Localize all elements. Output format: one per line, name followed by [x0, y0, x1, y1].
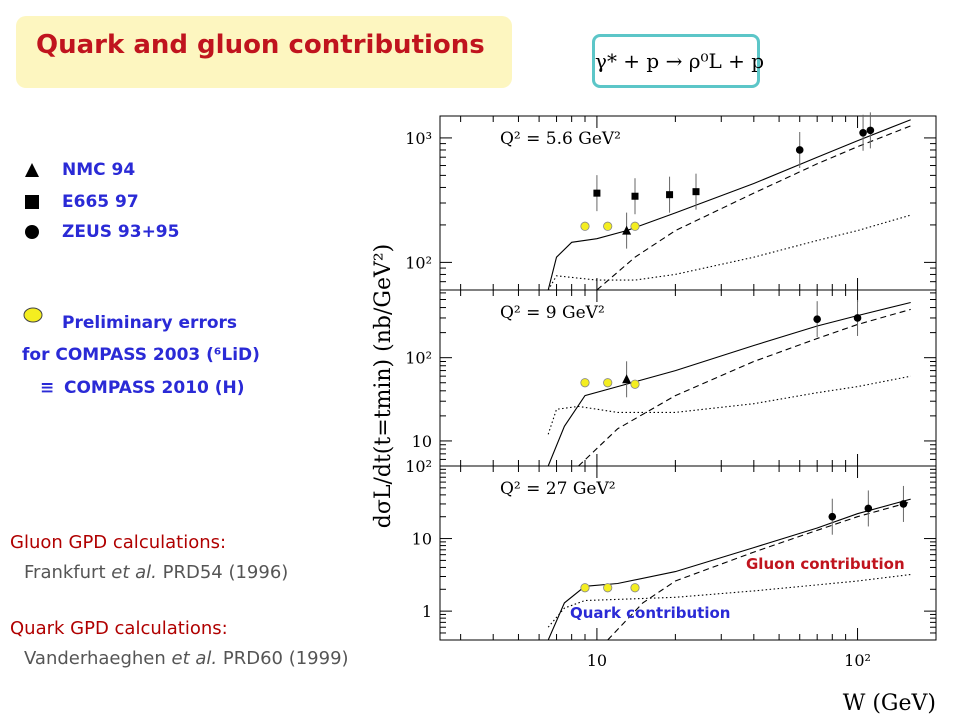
- gluon-calc-heading: Gluon GPD calculations:: [10, 532, 227, 553]
- nmc-data-point: [622, 225, 632, 235]
- e665-data-point: [593, 189, 601, 197]
- panel-frame: [439, 465, 937, 641]
- zeus-data-point: [866, 126, 875, 135]
- zeus-data-point: [853, 314, 862, 322]
- y-tick-label: 1: [422, 602, 432, 621]
- total-curve: [547, 301, 911, 466]
- gluon-curve: [607, 501, 911, 640]
- y-axis-label: dσL/dt(t=tmin) (nb/GeV²): [371, 244, 396, 529]
- y-tick-label: 10²: [405, 253, 432, 272]
- triangle-marker-icon: [25, 163, 39, 177]
- compass-2003-label: for COMPASS 2003 (⁶LiD): [22, 345, 260, 365]
- compass-2010-label: COMPASS 2010 (H): [64, 378, 245, 398]
- zeus-data-point: [859, 128, 867, 137]
- gluon-curve: [578, 308, 911, 466]
- chart-canvas: 10² 10³ Q² = 5.6 GeV² 10 10² Q² = 9 GeV² 1 10 10…: [371, 112, 937, 716]
- compass-marker-icon: [23, 307, 43, 323]
- x-axis-label: W (GeV): [843, 691, 936, 716]
- quark-contribution-label: Quark contribution: [570, 604, 730, 622]
- y-tick-label: 10: [412, 432, 432, 451]
- total-curve: [547, 498, 911, 640]
- compass-data-point: [603, 583, 613, 593]
- quark-curve: [547, 375, 911, 435]
- compass-data-point: [630, 583, 640, 593]
- gluon-curve: [596, 125, 911, 290]
- compass-data-point: [603, 378, 613, 388]
- square-marker-icon: [25, 195, 39, 209]
- quark-calc-heading: Quark GPD calculations:: [10, 618, 228, 639]
- cross-section-chart: 10² 10³ Q² = 5.6 GeV² 10 10² Q² = 9 GeV² 1 10 10…: [360, 96, 960, 720]
- compass-data-point: [580, 583, 590, 593]
- y-tick-label: 10²: [405, 457, 432, 476]
- nmc-data-point: [622, 374, 632, 384]
- quark-calc-reference: Vanderhaeghen et al. PRD60 (1999): [24, 648, 349, 669]
- panel-q2-label: Q² = 9 GeV²: [500, 303, 605, 323]
- title-box: [16, 16, 512, 88]
- x-tick-label: 10²: [844, 651, 871, 670]
- y-tick-label: 10³: [405, 129, 432, 148]
- legend-label: NMC 94: [62, 160, 136, 180]
- zeus-data-point: [795, 146, 804, 154]
- e665-data-point: [692, 188, 700, 196]
- e665-data-point: [631, 192, 639, 200]
- zeus-data-point: [864, 504, 873, 513]
- gluon-calc-reference: Frankfurt et al. PRD54 (1996): [24, 562, 289, 583]
- y-tick-label: 10: [412, 530, 432, 549]
- gluon-contribution-label: Gluon contribution: [746, 555, 905, 573]
- preliminary-errors-label: Preliminary errors: [62, 313, 238, 333]
- reaction-formula: γ* + p → ρ⁰L + p: [595, 49, 765, 73]
- y-tick-label: 10²: [405, 349, 432, 368]
- equivalence-icon: ≡: [40, 378, 55, 398]
- x-tick-label: 10: [587, 651, 607, 670]
- compass-data-point: [630, 221, 640, 231]
- quark-curve: [547, 573, 911, 628]
- zeus-data-point: [828, 512, 837, 521]
- compass-data-point: [580, 221, 590, 231]
- legend-label: E665 97: [62, 192, 139, 212]
- panel-q2-label: Q² = 5.6 GeV²: [500, 129, 621, 149]
- zeus-data-point: [813, 315, 821, 323]
- quark-curve: [547, 214, 911, 290]
- compass-data-point: [580, 378, 590, 388]
- circle-marker-icon: [25, 225, 39, 239]
- panel-q2-label: Q² = 27 GeV²: [500, 479, 616, 499]
- reaction-formula-box: γ* + p → ρ⁰L + p: [592, 34, 765, 88]
- compass-data-point: [630, 379, 640, 389]
- legend-label: ZEUS 93+95: [62, 222, 180, 242]
- slide-title: Quark and gluon contributions: [36, 30, 485, 60]
- e665-data-point: [666, 191, 674, 199]
- zeus-data-point: [899, 500, 908, 508]
- total-curve: [547, 119, 911, 290]
- compass-data-point: [603, 221, 613, 231]
